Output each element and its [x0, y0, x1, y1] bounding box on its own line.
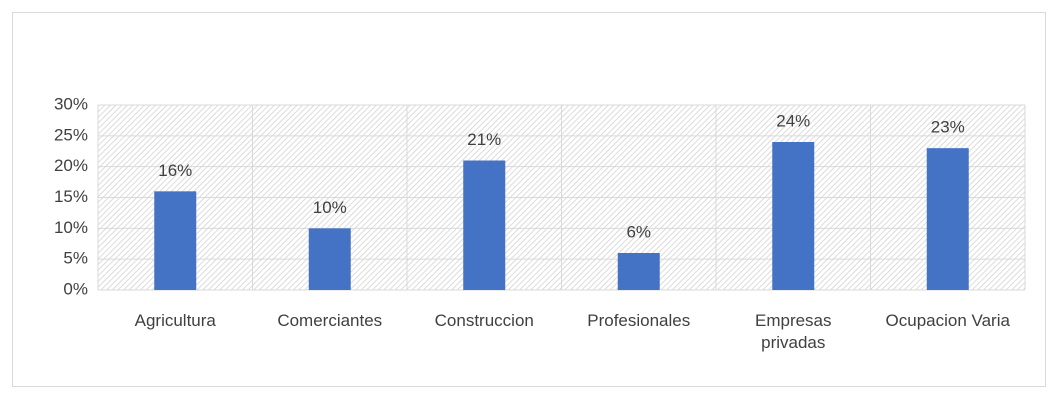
bar: [308, 228, 351, 290]
y-tick-label: 5%: [63, 249, 88, 268]
x-tick-label: Empresas privadas: [754, 311, 832, 352]
y-tick-label: 15%: [54, 187, 88, 206]
bar: [617, 253, 660, 290]
x-tick-label: Agricultura: [134, 311, 216, 330]
y-tick-label: 25%: [54, 125, 88, 144]
data-label: 10%: [313, 198, 347, 217]
data-label: 16%: [158, 161, 192, 180]
y-tick-label: 0%: [63, 279, 88, 298]
x-tick-label: Comerciantes: [277, 311, 383, 330]
y-tick-label: 20%: [54, 156, 88, 175]
y-tick-label: 10%: [54, 218, 88, 237]
bar: [772, 142, 815, 290]
data-label: 24%: [776, 111, 810, 130]
bar: [463, 160, 506, 290]
data-label: 21%: [467, 130, 501, 149]
x-tick-label: Profesionales: [587, 311, 691, 330]
x-tick-label: Construccion: [434, 311, 534, 330]
bar: [154, 191, 197, 290]
x-tick-label: Ocupacion Varia: [885, 311, 1010, 330]
y-tick-label: 30%: [54, 94, 88, 113]
bar: [926, 148, 969, 290]
data-label: 23%: [931, 118, 965, 137]
chart-frame: [12, 12, 1046, 387]
data-label: 6%: [626, 222, 651, 241]
